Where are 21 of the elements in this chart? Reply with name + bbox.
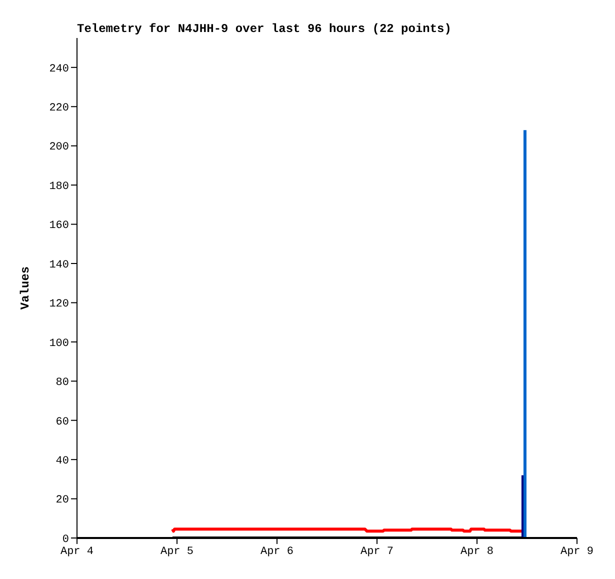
y-tick-label: 120 (49, 298, 69, 311)
x-tick-label: Apr 6 (260, 546, 294, 558)
y-tick-label: 60 (56, 416, 69, 428)
x-tick-label: Apr 7 (360, 546, 394, 558)
y-axis-title: Values (18, 266, 32, 310)
y-tick-label: 160 (49, 220, 69, 232)
x-tick-label: Apr 4 (60, 546, 94, 558)
y-tick-label: 240 (49, 63, 69, 76)
y-tick-label: 140 (49, 259, 69, 272)
x-tick-label: Apr 5 (160, 546, 194, 558)
y-tick-label: 220 (49, 102, 69, 115)
y-tick-label: 200 (49, 142, 69, 154)
y-tick-label: 40 (56, 455, 69, 468)
x-tick-label: Apr 8 (460, 546, 494, 558)
y-tick-label: 100 (49, 338, 69, 350)
chart-title: Telemetry for N4JHH-9 over last 96 hours (22 points) (77, 22, 452, 36)
x-tick-label: Apr 9 (560, 546, 594, 558)
y-tick-label: 0 (62, 534, 69, 546)
y-tick-label: 80 (56, 377, 69, 390)
y-tick-label: 180 (49, 180, 69, 193)
y-tick-label: 20 (56, 494, 69, 507)
